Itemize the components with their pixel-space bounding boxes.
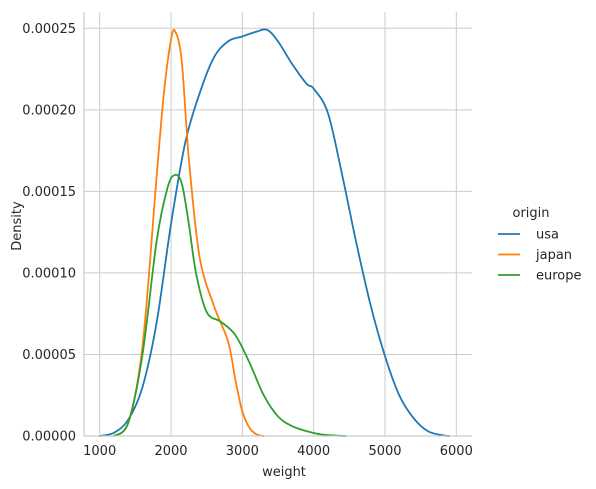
grid	[84, 12, 472, 437]
x-tick-label: 5000	[368, 444, 401, 459]
y-tick-label: 0.00015	[22, 185, 76, 200]
curves	[98, 28, 451, 437]
x-tick-label: 1000	[83, 444, 116, 459]
y-tick-labels: 0.00000 0.00005 0.00010 0.00015 0.00020 0.000…	[22, 22, 76, 445]
axes-spines	[83, 12, 472, 437]
series-line-usa	[98, 28, 451, 437]
y-tick-label: 0.00010	[22, 266, 76, 281]
y-tick-label: 0.00020	[22, 103, 76, 118]
x-tick-labels: 1000 2000 3000 4000 5000 6000	[83, 444, 473, 459]
legend-title: origin	[512, 206, 549, 221]
y-tick-label: 0.00025	[22, 22, 76, 37]
legend-label-japan: japan	[535, 248, 572, 263]
y-axis-label: Density	[10, 201, 25, 251]
x-axis-label: weight	[262, 465, 306, 480]
legend-label-europe: europe	[536, 269, 582, 284]
x-tick-label: 4000	[297, 444, 330, 459]
series-line-japan	[113, 28, 265, 437]
x-tick-label: 3000	[226, 444, 259, 459]
legend-label-usa: usa	[536, 228, 559, 243]
x-tick-label: 2000	[154, 444, 187, 459]
legend: origin usa japan europe	[498, 206, 582, 284]
y-tick-label: 0.00005	[22, 348, 76, 363]
series-line-europe	[113, 173, 347, 437]
y-tick-label: 0.00000	[22, 430, 76, 445]
x-tick-label: 6000	[440, 444, 473, 459]
